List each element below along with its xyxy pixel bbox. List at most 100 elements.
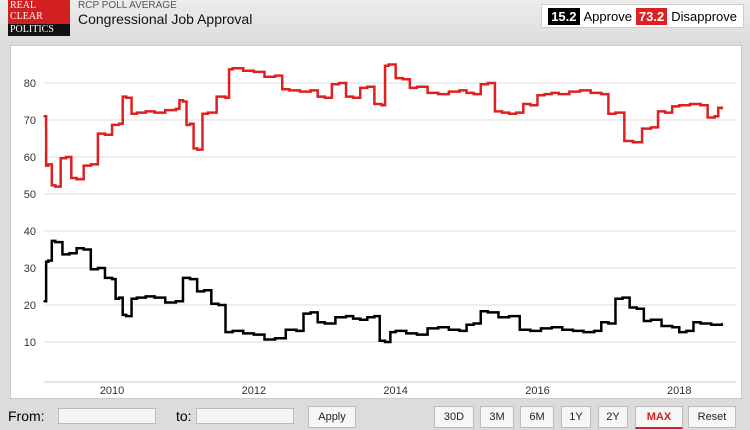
logo-line: REAL [10, 0, 37, 11]
data-point-disapprove [104, 134, 106, 136]
x-tick-label: 2014 [383, 385, 407, 397]
data-point-disapprove [529, 104, 532, 106]
logo-line: POLITICS [8, 24, 70, 36]
data-point-disapprove [253, 71, 255, 73]
from-label: From: [8, 408, 45, 424]
data-point-approve [394, 330, 397, 332]
data-point-approve [82, 248, 85, 251]
footer-controls: From: to: Apply 30D 3M 6M 1Y 2Y MAX Rese… [0, 400, 750, 430]
data-point-disapprove [437, 93, 440, 95]
data-point-approve [274, 337, 276, 340]
data-point-approve [189, 278, 191, 280]
data-point-disapprove [338, 82, 340, 84]
data-point-disapprove [54, 185, 57, 188]
data-point-disapprove [47, 163, 50, 166]
data-point-approve [621, 296, 624, 299]
data-point-approve [309, 311, 312, 314]
data-point-disapprove [65, 156, 67, 158]
data-point-approve [345, 315, 347, 317]
page-title: Congressional Job Approval [78, 11, 253, 27]
data-point-approve [721, 322, 723, 325]
data-point-disapprove [196, 148, 198, 151]
data-point-approve [323, 322, 326, 325]
data-point-approve [373, 315, 376, 317]
data-point-disapprove [75, 178, 78, 180]
range-2y-button[interactable]: 2Y [598, 406, 628, 428]
data-point-disapprove [125, 97, 128, 99]
data-point-disapprove [600, 93, 603, 95]
data-point-approve [607, 322, 610, 325]
data-point-approve [458, 330, 461, 332]
y-tick-label: 50 [24, 189, 36, 201]
data-point-disapprove [136, 111, 138, 114]
data-point-disapprove [579, 89, 581, 92]
range-max-button[interactable]: MAX [635, 406, 683, 429]
data-point-disapprove [206, 111, 209, 114]
x-tick-label: 2016 [525, 385, 549, 397]
data-point-disapprove [43, 115, 45, 118]
to-date-input[interactable] [196, 408, 294, 424]
line-chart: 10 20 30 40 50 60 70 80 2010 2012 2014 2016 2018 [24, 63, 736, 397]
data-point-disapprove [557, 93, 560, 95]
range-3m-button[interactable]: 3M [480, 406, 514, 428]
data-point-approve [125, 315, 128, 317]
kicker: RCP POLL AVERAGE [78, 0, 177, 11]
data-point-disapprove [699, 104, 702, 106]
y-tick-label: 30 [24, 263, 36, 275]
data-point-approve [635, 307, 638, 310]
data-point-disapprove [543, 93, 546, 95]
apply-button[interactable]: Apply [308, 406, 356, 428]
data-point-disapprove [713, 115, 716, 118]
data-point-approve [217, 304, 220, 306]
disapprove-label: Disapprove [671, 8, 737, 24]
chart-area: 10 20 30 40 50 60 70 80 2010 2012 2014 2016 2018 [10, 45, 742, 399]
data-point-approve [175, 300, 177, 303]
data-point-disapprove [224, 97, 227, 99]
data-point-disapprove [632, 141, 634, 143]
series-line-approve [44, 239, 724, 344]
data-point-approve [47, 259, 50, 262]
y-tick-label: 80 [24, 78, 36, 90]
data-point-disapprove [650, 126, 652, 129]
data-point-approve [203, 289, 206, 291]
data-point-disapprove [614, 111, 617, 114]
data-point-disapprove [118, 122, 120, 125]
data-point-disapprove [366, 85, 369, 88]
data-point-approve [699, 322, 702, 325]
data-point-approve [295, 330, 298, 332]
x-tick-label: 2012 [242, 385, 266, 397]
reset-button[interactable]: Reset [688, 406, 736, 428]
legend: 15.2 Approve 73.2 Disapprove [541, 4, 744, 28]
data-point-approve [118, 296, 120, 299]
data-point-disapprove [175, 108, 177, 110]
x-tick-label: 2010 [100, 385, 124, 397]
range-1y-button[interactable]: 1Y [561, 406, 591, 428]
data-point-approve [472, 322, 475, 325]
data-point-approve [384, 341, 386, 343]
range-30d-button[interactable]: 30D [434, 406, 474, 428]
x-tick-label: 2018 [667, 385, 691, 397]
data-point-disapprove [416, 85, 418, 88]
from-date-input[interactable] [58, 408, 156, 424]
data-point-disapprove [472, 93, 475, 95]
data-point-disapprove [309, 89, 312, 92]
data-point-disapprove [182, 100, 184, 103]
data-point-approve [650, 319, 652, 321]
data-point-approve [550, 326, 553, 329]
data-point-disapprove [387, 63, 390, 66]
data-point-disapprove [89, 163, 92, 166]
logo-line: CLEAR [10, 11, 43, 22]
data-point-disapprove [274, 74, 276, 77]
data-point-approve [671, 326, 673, 329]
data-point-disapprove [515, 111, 518, 114]
approve-value: 15.2 [548, 7, 580, 25]
range-6m-button[interactable]: 6M [520, 406, 554, 428]
data-point-approve [508, 315, 510, 317]
data-point-disapprove [189, 122, 191, 125]
rcp-logo[interactable]: REAL CLEAR POLITICS [8, 0, 70, 36]
header: REAL CLEAR POLITICS RCP POLL AVERAGE Cong… [0, 0, 750, 40]
data-point-approve [54, 241, 57, 243]
data-point-approve [253, 333, 255, 336]
data-point-disapprove [380, 104, 383, 106]
disapprove-value: 73.2 [635, 7, 668, 25]
